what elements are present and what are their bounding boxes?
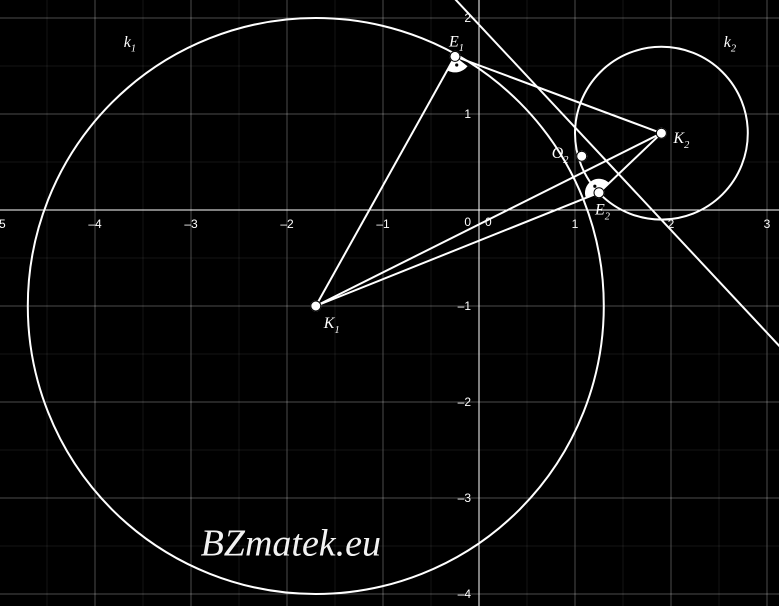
label-k2: k2 [724,34,736,55]
y-tick-label: 1 [464,107,471,121]
angle-dot [593,185,596,188]
watermark: BZmatek.eu [201,523,381,565]
x-tick-label: –2 [280,217,294,231]
segment-E1-K2 [455,56,661,133]
x-tick-label: –4 [88,217,102,231]
angle-dot [455,63,458,66]
x-tick-label: –1 [376,217,390,231]
x-tick-label: 3 [764,217,771,231]
label-K1: K1 [323,315,340,336]
y-tick-label: –1 [458,299,472,313]
y-tick-label: –2 [458,395,472,409]
x-tick-label: –5 [0,217,6,231]
label-O2: O2 [552,145,569,166]
label-K2: K2 [672,130,689,151]
x-tick-label: –3 [184,217,198,231]
tangent-line [383,0,779,364]
x-tick-label: 1 [572,217,579,231]
segment-K1-E1 [316,56,455,306]
svg-text:0: 0 [464,215,471,229]
y-tick-label: –3 [458,491,472,505]
label-k1: k1 [124,34,136,55]
label-E2: E2 [594,202,610,223]
y-tick-label: –4 [458,587,472,601]
svg-text:0: 0 [485,215,492,229]
